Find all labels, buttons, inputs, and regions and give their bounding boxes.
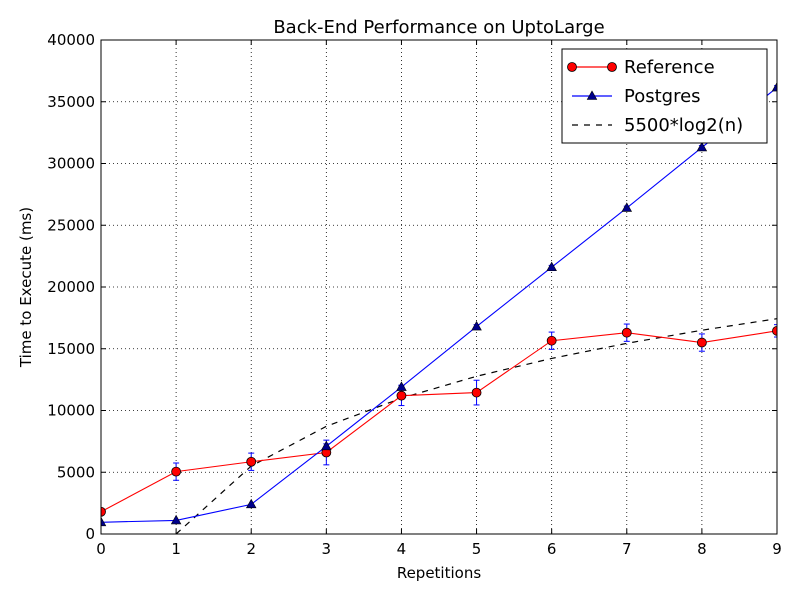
- legend-marker: [586, 90, 598, 100]
- x-tick-label: 1: [171, 540, 181, 558]
- x-tick-label: 6: [547, 540, 557, 558]
- y-axis-label: Time to Execute (ms): [17, 207, 35, 368]
- x-tick-label: 4: [397, 540, 407, 558]
- data-point: [171, 466, 182, 477]
- series-line: [101, 330, 777, 513]
- legend-label: Reference: [624, 57, 715, 78]
- data-point: [471, 320, 482, 331]
- legend-marker: [567, 62, 577, 72]
- x-tick-label: 5: [472, 540, 482, 558]
- data-point: [546, 261, 557, 272]
- x-tick-label: 2: [246, 540, 256, 558]
- data-point: [396, 381, 407, 391]
- y-tick-label: 15000: [47, 340, 95, 358]
- data-point: [621, 202, 633, 212]
- y-tick-label: 40000: [47, 31, 95, 49]
- legend-label: 5500*log2(n): [624, 115, 743, 136]
- y-tick-label: 35000: [47, 93, 95, 111]
- y-tick-label: 20000: [47, 278, 95, 296]
- x-tick-label: 7: [622, 540, 632, 558]
- data-point: [471, 387, 482, 398]
- x-axis-label: Repetitions: [397, 564, 482, 582]
- data-point: [396, 390, 407, 401]
- series-layer: [101, 81, 777, 534]
- data-point: [696, 141, 708, 152]
- y-tick-label: 5000: [57, 463, 95, 481]
- data-point: [546, 335, 557, 346]
- y-tick-label: 25000: [47, 216, 95, 234]
- data-point: [772, 325, 777, 336]
- ticks: 0 1 2 3 4 5 6 7 8 9 0 5000 10000 15000 20000 25000 30000…: [47, 31, 781, 558]
- series-0: [101, 323, 777, 517]
- y-tick-label: 10000: [47, 402, 95, 420]
- data-point: [245, 498, 257, 509]
- data-point: [101, 506, 106, 517]
- data-point: [771, 81, 777, 92]
- x-tick-label: 0: [96, 540, 106, 558]
- chart-title: Back-End Performance on UptoLarge: [273, 17, 604, 38]
- data-point: [101, 516, 107, 527]
- data-point: [621, 327, 632, 338]
- x-tick-label: 8: [697, 540, 707, 558]
- y-tick-label: 30000: [47, 155, 95, 173]
- x-tick-label: 3: [322, 540, 332, 558]
- data-point: [696, 337, 707, 348]
- x-tick-label: 9: [772, 540, 782, 558]
- series-1: [101, 81, 777, 527]
- data-point: [170, 514, 182, 525]
- legend: Reference Postgres 5500*log2(n): [561, 48, 768, 144]
- legend-marker: [607, 62, 617, 72]
- series-line: [101, 87, 777, 523]
- data-point: [246, 456, 257, 467]
- y-tick-label: 0: [85, 525, 95, 543]
- data-point: [321, 440, 332, 451]
- legend-label: Postgres: [624, 86, 701, 107]
